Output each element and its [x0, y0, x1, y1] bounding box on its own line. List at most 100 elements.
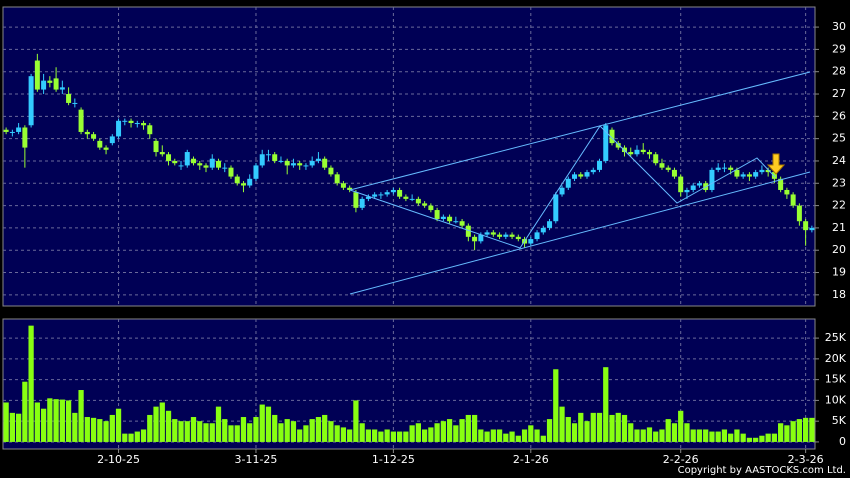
volume-bar	[365, 429, 372, 442]
volume-bar	[546, 419, 553, 442]
volume-bar	[359, 423, 365, 442]
candle-body	[116, 120, 122, 137]
volume-bar	[509, 431, 515, 442]
candle-body	[653, 154, 659, 164]
candle-body	[59, 87, 65, 90]
candle-body	[447, 216, 453, 222]
candle-body	[403, 196, 409, 199]
volume-bar	[78, 390, 84, 442]
volume-bar	[309, 419, 315, 442]
y-tick-label: 26	[832, 109, 846, 122]
volume-bar	[290, 421, 297, 442]
volume-bar	[222, 419, 228, 442]
volume-bar	[334, 425, 340, 442]
volume-bar	[790, 421, 796, 442]
y-tick-label: 10K	[825, 393, 847, 406]
volume-bar	[303, 425, 309, 442]
volume-bar	[84, 417, 90, 442]
candle-body	[122, 120, 128, 122]
candle-body	[272, 154, 278, 161]
candle-body	[553, 194, 559, 222]
candle-body	[597, 160, 603, 170]
candle-body	[128, 120, 134, 124]
candle-body	[721, 167, 727, 169]
volume-bar	[571, 423, 578, 442]
candle-body	[572, 174, 578, 179]
volume-bar	[409, 425, 415, 442]
volume-bar	[265, 406, 272, 442]
x-tick-label: 2-10-25	[97, 453, 140, 466]
volume-bar	[690, 429, 696, 442]
candle-body	[790, 194, 796, 206]
volume-bar	[59, 399, 65, 442]
candle-body	[97, 140, 103, 148]
volume-bar	[128, 433, 134, 442]
volume-bar	[771, 433, 778, 442]
candle-body	[453, 221, 459, 223]
candle-body	[615, 143, 621, 148]
candle-body	[84, 131, 90, 135]
volume-bar	[490, 429, 496, 442]
candle-body	[34, 60, 40, 90]
volume-bar	[659, 429, 665, 442]
candle-body	[659, 163, 665, 168]
volume-bar	[496, 429, 503, 442]
candle-body	[547, 221, 553, 228]
copyright: Copyright by AASTOCKS.com Ltd.	[678, 465, 846, 476]
y-tick-label: 22	[832, 199, 846, 212]
candle-body	[565, 178, 571, 188]
grid: 18 19 20 21 22 23 24 25 26 27 28 29 30 0 5K 10K 15K 20K 25…	[3, 7, 847, 466]
candle-body	[72, 102, 78, 104]
volume-bar	[746, 437, 753, 442]
candle-body	[9, 131, 15, 133]
candle-body	[309, 160, 315, 166]
candle-body	[397, 189, 403, 197]
volume-bar	[403, 431, 409, 442]
volume-bar	[278, 423, 284, 442]
volume-bar	[328, 421, 334, 442]
candle-body	[191, 158, 197, 164]
candle-body	[559, 187, 565, 195]
candle-body	[166, 154, 172, 161]
candle-body	[265, 154, 271, 156]
candle-body	[22, 127, 28, 148]
candle-body	[422, 203, 428, 206]
candle-body	[428, 205, 434, 211]
candle-body	[78, 109, 84, 132]
candle-body	[278, 160, 284, 162]
candle-body	[359, 198, 365, 208]
volume-bar	[297, 429, 303, 442]
volume-bar	[240, 417, 247, 442]
candle-body	[209, 158, 215, 168]
volume-bar	[515, 435, 521, 442]
candle-body	[322, 158, 328, 168]
candle-body	[684, 189, 690, 193]
volume-bar	[759, 435, 765, 442]
candle-body	[178, 165, 184, 167]
candle-body	[247, 178, 253, 186]
candle-body	[628, 152, 634, 155]
candle-body	[803, 221, 809, 231]
volume-bar	[203, 423, 209, 442]
volume-bar	[72, 412, 78, 442]
volume-bar	[428, 427, 434, 442]
candle-body	[141, 123, 147, 126]
candle-body	[603, 125, 609, 161]
volume-bar	[347, 429, 353, 442]
candle-body	[440, 216, 446, 219]
volume-bar	[372, 429, 378, 442]
candle-body	[147, 125, 153, 135]
y-tick-label: 19	[832, 266, 846, 279]
channel-lower	[349, 171, 811, 295]
volume-bar	[122, 433, 128, 442]
volume-bar	[22, 381, 28, 442]
volume-bar	[709, 431, 715, 442]
volume-bar	[28, 325, 34, 442]
candle-body	[203, 165, 209, 168]
volume-bar	[715, 431, 721, 442]
volume-bar	[596, 412, 603, 442]
y-tick-label: 25	[832, 132, 846, 145]
volume-bar	[53, 399, 59, 442]
candle-body	[172, 160, 178, 164]
